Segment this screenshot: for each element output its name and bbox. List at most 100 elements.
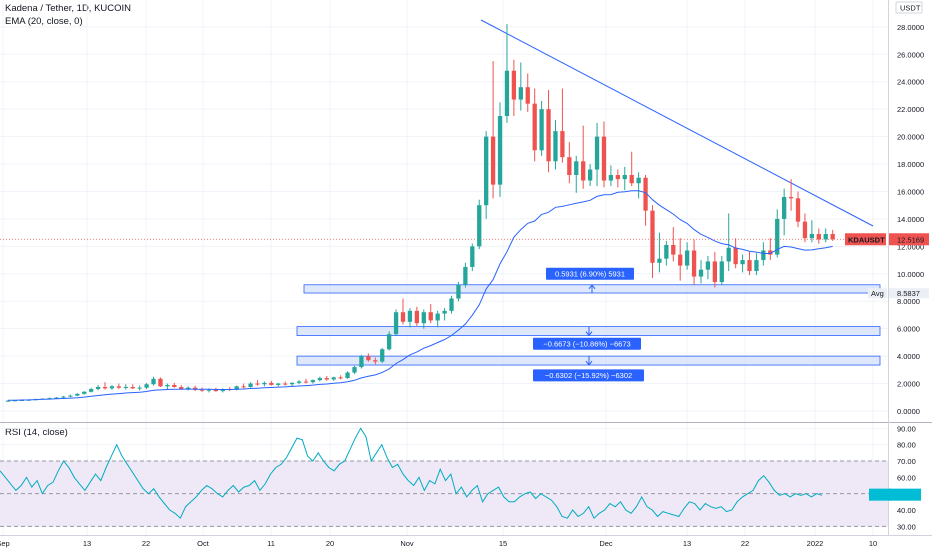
candle-body [75,393,80,396]
candle-body [574,161,579,176]
candle-body [795,198,801,222]
measure-label-box[interactable] [533,337,641,350]
time-tick-label: Sep [0,539,10,548]
candle-body [622,175,627,180]
candle-body [691,250,697,277]
price-tick-label: 20.0000 [897,133,924,142]
candle-body [172,384,177,387]
currency-label: USDT [900,4,921,13]
candle-body [449,298,454,311]
candle-body [719,261,724,283]
rsi-path [0,427,823,520]
candle-body [567,157,572,176]
candle-body [560,131,565,158]
time-tick-label: 2022 [807,539,824,548]
candle-body [601,136,607,181]
time-tick-label: 13 [83,539,91,548]
rsi-indicator-label[interactable]: RSI (14, close) [5,427,68,438]
price-tick-label: 26.0000 [897,50,924,59]
price-tick-label: 10.0000 [897,270,924,279]
currency-box[interactable] [895,1,923,14]
candle-body [380,349,385,362]
candle-body [504,70,510,117]
candle-body [151,378,156,385]
candle-body [608,175,614,181]
price-tick-label: 6.0000 [897,325,920,334]
candle-body [435,313,440,321]
candle-body [816,234,821,240]
candle-body [12,400,18,402]
candle-body [629,175,634,184]
descending-trendline[interactable] [480,19,874,227]
dividers [0,0,932,536]
candle-body [206,389,212,391]
candle-body [456,284,461,299]
candle-body [581,161,586,181]
ema-line [7,190,833,401]
candle-body [414,310,420,324]
candle-body [123,386,128,388]
candle-body [664,244,669,259]
candle-body [359,356,364,368]
price-tick-label: 24.0000 [897,78,924,87]
measure-label-box[interactable] [546,267,634,280]
measure-label-box[interactable] [533,369,644,382]
candle-body [137,387,142,389]
candle-body [546,109,551,162]
ema-indicator-label[interactable]: EMA (20, close, 0) [5,16,83,27]
price-tick-label: 2.0000 [897,380,920,389]
avg-value-text: 8.5837 [897,289,920,298]
candle-body [109,386,115,389]
candle-body [89,389,94,392]
ema-path [7,190,833,401]
candle-body [671,244,676,255]
price-tick-label: 14.0000 [897,215,924,224]
candle-body [705,261,711,270]
candles [5,24,835,402]
candle-body [463,266,468,285]
candle-body [754,260,759,272]
last-price-tag-text: 12.5169 [897,235,924,244]
candle-body [511,70,517,100]
symbol-title[interactable]: Kadena / Tether, 1D, KUCOIN [5,3,132,14]
trendline [0,19,888,240]
candle-body [199,389,205,391]
rsi-tick-label: 40.00 [897,506,916,515]
candle-body [643,177,648,211]
candle-body [19,400,25,402]
candle-body [532,103,537,151]
rsi-value-axis-tag [889,488,921,501]
rsi-line [0,427,823,520]
candle-body [144,384,149,388]
time-tick-label: 10 [869,539,877,548]
arrow-up-icon [588,283,596,290]
candle-body [331,377,336,380]
candle-body [68,395,73,397]
time-tick-label: 20 [326,539,334,548]
candle-body [324,378,329,380]
candle-body [712,261,718,283]
measure-zones [296,283,881,366]
time-tick-label: Dec [599,539,613,548]
candle-body [484,136,489,206]
symbol-tag-bg [845,233,886,246]
time-tick-label: 22 [741,539,749,548]
candle-body [400,312,406,322]
candle-body [82,391,87,394]
candle-body [248,383,253,387]
candle-body [366,356,371,361]
avg-tag-bg [868,288,887,299]
arrow-down-icon [585,360,593,366]
candle-body [802,221,808,239]
candle-body [477,205,482,247]
candle-body [684,250,690,266]
candle-body [636,177,641,184]
candle-body [657,258,662,263]
price-tick-label: 28.0000 [897,23,924,32]
candle-body [179,386,184,390]
price-tick-label: 4.0000 [897,352,920,361]
candle-body [726,247,731,262]
candle-body [539,109,544,151]
price-tick-label: 16.0000 [897,187,924,196]
